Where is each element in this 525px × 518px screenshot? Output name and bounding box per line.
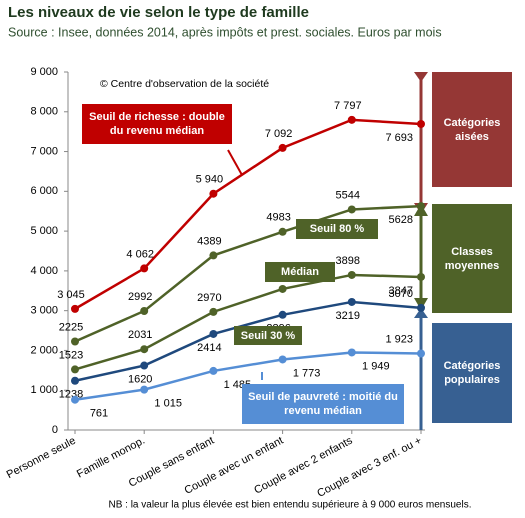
data-point [140,345,149,354]
data-label: 3219 [336,310,360,322]
series-label: Seuil 80 % [296,219,378,239]
copyright: © Centre d'observation de la société [100,78,269,90]
data-label: 2031 [128,329,152,341]
data-point [209,251,218,260]
data-label: 3 045 [57,289,85,301]
data-point [347,348,356,357]
data-label: 1 773 [293,367,321,379]
data-label: 4389 [197,235,221,247]
data-label: 4983 [266,212,290,224]
y-tick-label: 8 000 [30,106,58,118]
series-label: Médian [265,262,335,282]
data-label: 1620 [128,373,152,385]
data-point [278,227,287,236]
data-label: 2225 [59,321,83,333]
x-tick-label: Personne seule [5,435,78,481]
data-point [140,385,149,394]
y-tick-label: 0 [52,424,58,436]
y-tick-label: 3 000 [30,305,58,317]
data-point [140,361,149,370]
data-label: 3847 [389,285,413,297]
y-tick-label: 9 000 [30,66,58,78]
data-point [278,355,287,364]
data-point [417,119,425,128]
data-label: 3898 [336,255,360,267]
series-label: Seuil de richesse : double du revenu méd… [82,104,232,144]
group-label: Catégories populaires [432,323,512,423]
y-tick-label: 4 000 [30,265,58,277]
data-label: 1 015 [154,398,182,410]
data-point [71,395,79,404]
data-point [209,329,218,338]
data-point [347,270,356,279]
data-point [140,264,149,273]
series-line [74,351,422,401]
group-label: Catégories aisées [432,72,512,187]
data-label: 761 [90,408,108,420]
data-label: 2992 [128,291,152,303]
data-label: 5628 [389,214,413,226]
data-label: 7 693 [385,132,413,144]
data-label: 5 940 [196,174,224,186]
data-point [71,304,79,313]
group-label: Classes moyennes [432,204,512,313]
data-label: 4 062 [126,248,154,260]
footnote: NB : la valeur la plus élevée est bien e… [108,500,471,511]
data-label: 1 923 [385,333,413,345]
data-point [347,297,356,306]
data-label: 3070 [389,288,413,300]
y-tick-label: 7 000 [30,145,58,157]
arrow-head [414,72,428,82]
y-tick-label: 2 000 [30,344,58,356]
series-line [74,204,422,343]
data-label: 1523 [59,349,83,361]
data-label: 7 092 [265,128,293,140]
pointer [227,149,243,176]
data-point [71,376,79,385]
series-label: Seuil 30 % [234,326,302,345]
data-point [417,349,425,358]
data-point [278,143,287,152]
data-point [71,365,79,374]
y-tick-label: 5 000 [30,225,58,237]
data-label: 2970 [197,292,221,304]
data-point [417,303,425,312]
data-label: 1 949 [362,360,390,372]
data-label: 2414 [197,342,221,354]
series-line [74,300,422,382]
y-tick-label: 6 000 [30,185,58,197]
data-point [140,306,149,315]
chart-subtitle: Source : Insee, données 2014, après impô… [8,25,442,39]
data-point [278,310,287,319]
data-point [347,115,356,124]
series-line [74,118,422,310]
data-point [209,189,218,198]
y-tick-label: 1 000 [30,384,58,396]
data-label: 7 797 [334,100,362,112]
data-point [347,205,356,214]
data-point [209,366,218,375]
data-label: 5544 [336,189,360,201]
data-point [417,202,425,211]
series-label: Seuil de pauvreté : moitié du revenu méd… [242,384,404,424]
data-point [417,272,425,281]
series-line [74,273,422,371]
data-point [71,337,79,346]
arrow-head [414,308,428,318]
data-point [278,284,287,293]
data-point [209,307,218,316]
chart-title: Les niveaux de vie selon le type de fami… [8,4,309,21]
